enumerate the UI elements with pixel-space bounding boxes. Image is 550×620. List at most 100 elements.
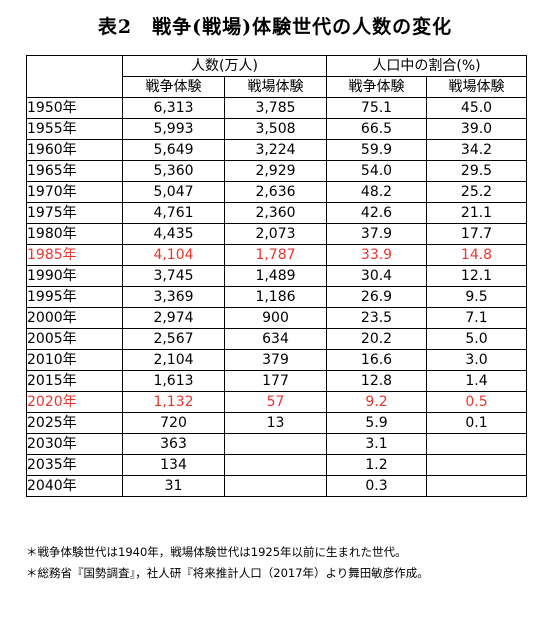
table-row: 1980年 4,435 2,073 37.9 17.7 — [26, 223, 528, 245]
year-cell: 1995年 — [26, 286, 123, 308]
year-cell: 1980年 — [26, 223, 123, 245]
table-row: 2025年 720 13 5.9 0.1 — [26, 412, 528, 434]
war-ratio-cell: 9.2 — [326, 391, 427, 413]
battle-people-cell: 1,489 — [224, 265, 327, 287]
year-cell: 1985年 — [26, 244, 123, 266]
battle-ratio-cell: 17.7 — [425, 223, 528, 245]
battle-ratio-cell — [425, 454, 528, 476]
battle-ratio-cell: 3.0 — [425, 349, 528, 371]
header-war-ratio: 戦争体験 — [326, 76, 427, 98]
year-cell: 2030年 — [26, 433, 123, 455]
battle-ratio-cell: 14.8 — [425, 244, 528, 266]
table-row-highlighted: 2020年 1,132 57 9.2 0.5 — [26, 391, 528, 413]
war-ratio-cell: 30.4 — [326, 265, 427, 287]
year-cell: 1955年 — [26, 118, 123, 140]
battle-people-cell — [224, 433, 327, 455]
table-row: 1965年 5,360 2,929 54.0 29.5 — [26, 160, 528, 182]
table-row: 2010年 2,104 379 16.6 3.0 — [26, 349, 528, 371]
table-row: 1955年 5,993 3,508 66.5 39.0 — [26, 118, 528, 140]
war-ratio-cell: 37.9 — [326, 223, 427, 245]
war-people-cell: 5,047 — [122, 181, 225, 203]
battle-people-cell — [224, 454, 327, 476]
year-cell: 2040年 — [26, 475, 123, 497]
battle-ratio-cell: 1.4 — [425, 370, 528, 392]
war-ratio-cell: 59.9 — [326, 139, 427, 161]
table-row: 2035年 134 1.2 — [26, 454, 528, 476]
footnote-source: ＊総務省『国勢調査』，社人研『将来推計人口（2017年）より舞田敏彦作成。 — [26, 566, 429, 580]
year-cell: 1975年 — [26, 202, 123, 224]
war-ratio-cell: 48.2 — [326, 181, 427, 203]
battle-people-cell: 57 — [224, 391, 327, 413]
war-people-cell: 2,567 — [122, 328, 225, 350]
war-ratio-cell: 5.9 — [326, 412, 427, 434]
table-row: 2030年 363 3.1 — [26, 433, 528, 455]
battle-people-cell: 379 — [224, 349, 327, 371]
header-war-people: 戦争体験 — [122, 76, 225, 98]
war-people-cell: 5,993 — [122, 118, 225, 140]
year-cell: 2035年 — [26, 454, 123, 476]
population-table: 人数(万人) 人口中の割合(%) 戦争体験 戦場体験 戦争体験 戦場体験 195… — [26, 55, 528, 497]
war-people-cell: 4,435 — [122, 223, 225, 245]
war-people-cell: 5,649 — [122, 139, 225, 161]
battle-people-cell: 13 — [224, 412, 327, 434]
battle-people-cell: 3,785 — [224, 97, 327, 119]
war-people-cell: 134 — [122, 454, 225, 476]
war-ratio-cell: 66.5 — [326, 118, 427, 140]
corner-cell — [26, 55, 123, 98]
battle-ratio-cell: 0.1 — [425, 412, 528, 434]
year-cell: 1970年 — [26, 181, 123, 203]
war-ratio-cell: 20.2 — [326, 328, 427, 350]
war-ratio-cell: 12.8 — [326, 370, 427, 392]
war-ratio-cell: 1.2 — [326, 454, 427, 476]
footnote-generation-definition: ＊戦争体験世代は1940年，戦場体験世代は1925年以前に生まれた世代。 — [26, 545, 407, 559]
footnotes: ＊戦争体験世代は1940年，戦場体験世代は1925年以前に生まれた世代。 ＊総務… — [26, 542, 546, 584]
year-cell: 2015年 — [26, 370, 123, 392]
war-people-cell: 31 — [122, 475, 225, 497]
battle-ratio-cell — [425, 433, 528, 455]
battle-people-cell: 634 — [224, 328, 327, 350]
war-ratio-cell: 0.3 — [326, 475, 427, 497]
table-row: 1970年 5,047 2,636 48.2 25.2 — [26, 181, 528, 203]
battle-ratio-cell: 39.0 — [425, 118, 528, 140]
table-row: 1950年 6,313 3,785 75.1 45.0 — [26, 97, 528, 119]
war-ratio-cell: 75.1 — [326, 97, 427, 119]
table-row: 2000年 2,974 900 23.5 7.1 — [26, 307, 528, 329]
war-people-cell: 4,104 — [122, 244, 225, 266]
battle-ratio-cell: 34.2 — [425, 139, 528, 161]
battle-people-cell: 1,186 — [224, 286, 327, 308]
battle-people-cell: 2,636 — [224, 181, 327, 203]
header-battle-ratio: 戦場体験 — [425, 76, 528, 98]
year-cell: 1990年 — [26, 265, 123, 287]
battle-people-cell: 177 — [224, 370, 327, 392]
table-row: 1995年 3,369 1,186 26.9 9.5 — [26, 286, 528, 308]
war-ratio-cell: 33.9 — [326, 244, 427, 266]
battle-people-cell: 2,360 — [224, 202, 327, 224]
war-people-cell: 1,132 — [122, 391, 225, 413]
war-people-cell: 2,104 — [122, 349, 225, 371]
year-cell: 2005年 — [26, 328, 123, 350]
war-ratio-cell: 54.0 — [326, 160, 427, 182]
battle-ratio-cell — [425, 475, 528, 497]
war-people-cell: 1,613 — [122, 370, 225, 392]
year-cell: 2020年 — [26, 391, 123, 413]
year-cell: 1960年 — [26, 139, 123, 161]
battle-ratio-cell: 9.5 — [425, 286, 528, 308]
table-row: 1960年 5,649 3,224 59.9 34.2 — [26, 139, 528, 161]
war-ratio-cell: 23.5 — [326, 307, 427, 329]
battle-ratio-cell: 12.1 — [425, 265, 528, 287]
table-title: 表2 戦争(戦場)体験世代の人数の変化 — [97, 16, 453, 38]
year-cell: 2010年 — [26, 349, 123, 371]
war-people-cell: 2,974 — [122, 307, 225, 329]
war-people-cell: 3,369 — [122, 286, 225, 308]
header-group-row: 人数(万人) 人口中の割合(%) — [26, 55, 528, 98]
table-row: 1990年 3,745 1,489 30.4 12.1 — [26, 265, 528, 287]
header-ratio: 人口中の割合(%) — [325, 55, 528, 77]
battle-people-cell: 2,073 — [224, 223, 327, 245]
war-ratio-cell: 3.1 — [326, 433, 427, 455]
war-people-cell: 3,745 — [122, 265, 225, 287]
battle-people-cell: 900 — [224, 307, 327, 329]
table-row: 1975年 4,761 2,360 42.6 21.1 — [26, 202, 528, 224]
header-battle-people: 戦場体験 — [224, 76, 327, 98]
battle-ratio-cell: 0.5 — [425, 391, 528, 413]
battle-people-cell: 2,929 — [224, 160, 327, 182]
